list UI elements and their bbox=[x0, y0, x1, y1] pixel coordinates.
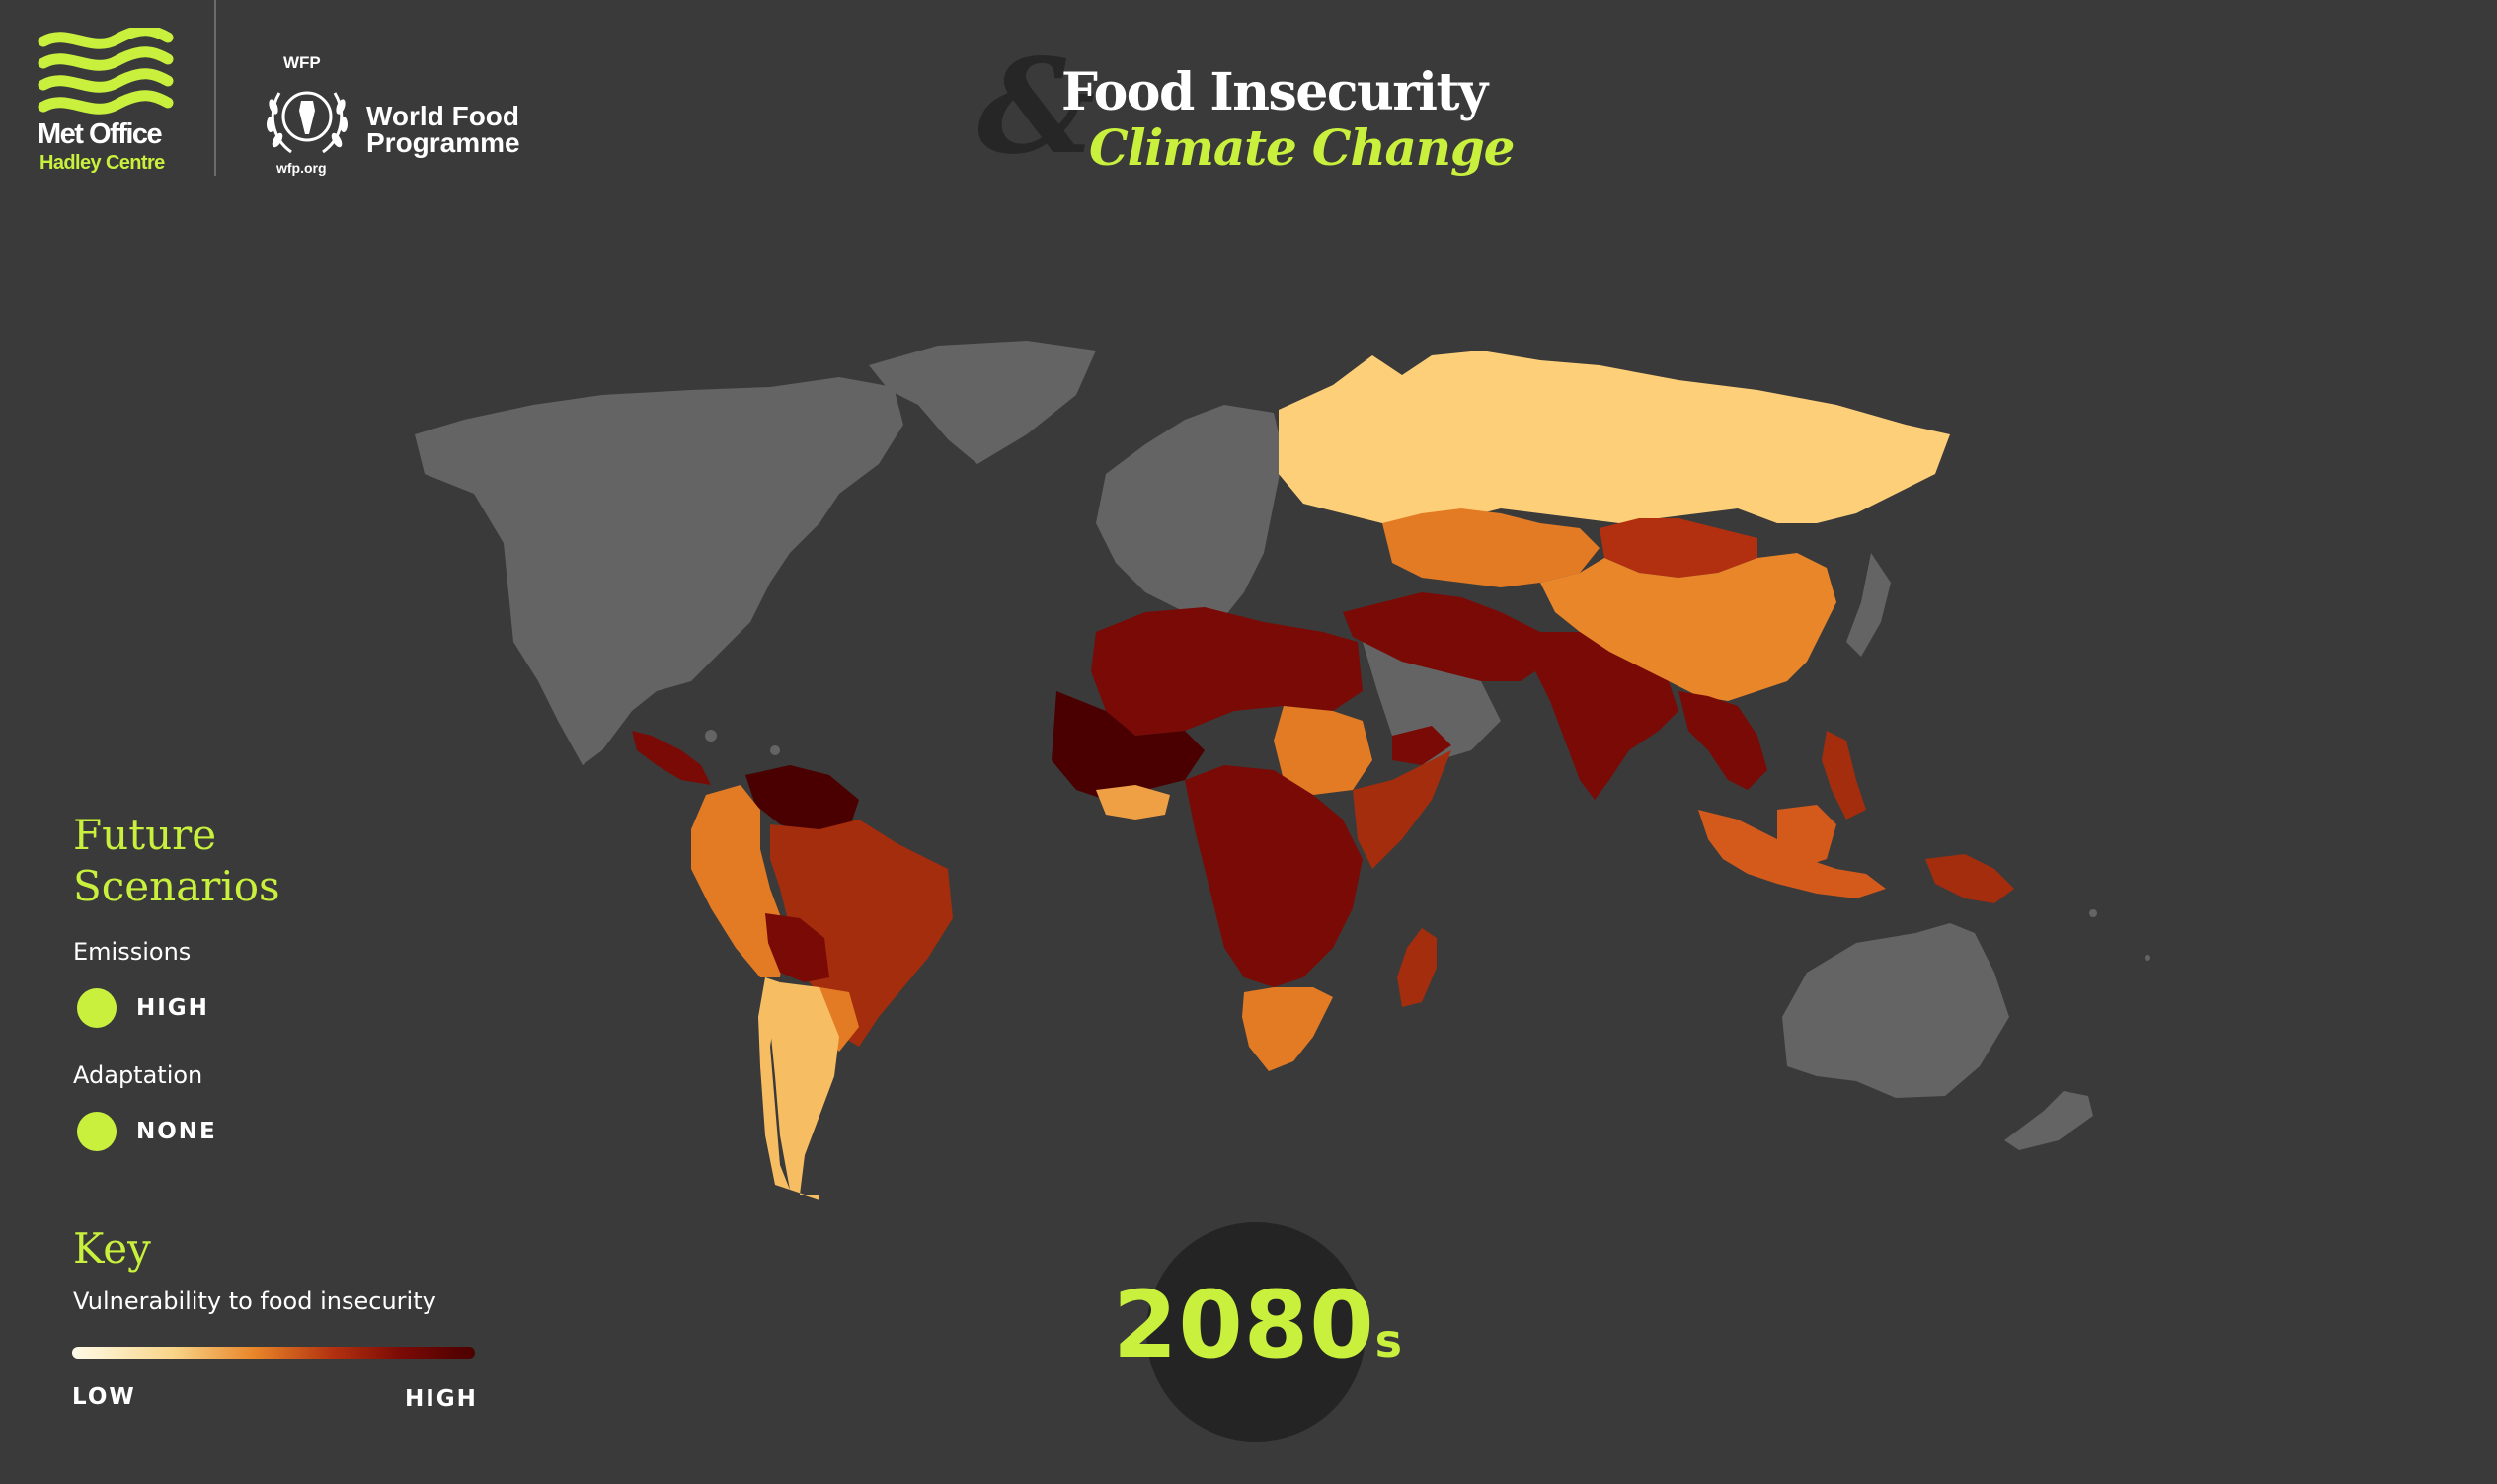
map-region-philippines[interactable] bbox=[1822, 731, 1866, 820]
adaptation-value: NONE bbox=[136, 1119, 217, 1144]
map-region-north-america[interactable] bbox=[415, 377, 903, 765]
map-region-kazakhstan[interactable] bbox=[1382, 508, 1600, 587]
map-region-east-africa[interactable] bbox=[1353, 750, 1451, 869]
scenarios-heading: Future Scenarios bbox=[73, 811, 280, 910]
met-office-logo: Met Office Hadley Centre bbox=[36, 28, 184, 181]
emissions-radio-icon[interactable] bbox=[77, 988, 117, 1028]
map-region-southeast-asia[interactable] bbox=[1678, 691, 1767, 790]
key-gradient-bar bbox=[72, 1347, 475, 1359]
map-region-japan[interactable] bbox=[1846, 553, 1891, 657]
map-region-china[interactable] bbox=[1540, 553, 1836, 701]
map-region-papua-new-guinea[interactable] bbox=[1925, 854, 2014, 903]
map-region-pacific-island[interactable] bbox=[2089, 909, 2097, 917]
map-region-south-asia[interactable] bbox=[1535, 632, 1678, 800]
map-region-caribbean-east[interactable] bbox=[770, 745, 780, 755]
map-region-borneo[interactable] bbox=[1777, 805, 1836, 869]
title-line-1: Food Insecurity bbox=[1061, 62, 1488, 122]
met-office-name: Met Office bbox=[38, 118, 163, 150]
map-region-pacific-island-2[interactable] bbox=[2145, 955, 2150, 961]
map-region-argentina[interactable] bbox=[770, 982, 839, 1200]
wfp-name: World Food Programme bbox=[366, 101, 520, 158]
page-title: & Food Insecurity Climate Change bbox=[977, 42, 1530, 183]
map-region-central-america[interactable] bbox=[632, 731, 711, 785]
map-region-central-africa[interactable] bbox=[1185, 765, 1363, 987]
map-region-sahel[interactable] bbox=[1052, 691, 1205, 800]
title-ampersand: & bbox=[977, 31, 1096, 184]
map-region-north-africa[interactable] bbox=[1091, 607, 1363, 736]
key-heading: Key bbox=[73, 1224, 151, 1273]
decade-number: 2080 bbox=[1113, 1272, 1375, 1379]
wfp-url: wfp.org bbox=[276, 160, 327, 176]
map-region-russia[interactable] bbox=[1279, 351, 1950, 528]
emissions-label: Emissions bbox=[73, 938, 192, 966]
met-office-subtitle: Hadley Centre bbox=[39, 152, 165, 174]
timeline-disc[interactable] bbox=[1146, 1222, 1366, 1442]
key-subtitle: Vulnerability to food insecurity bbox=[73, 1288, 436, 1315]
map-region-middle-east[interactable] bbox=[1343, 592, 1550, 681]
logo-divider bbox=[214, 0, 216, 176]
map-region-mongolia[interactable] bbox=[1600, 518, 1757, 578]
map-region-chile[interactable] bbox=[758, 977, 790, 1190]
met-office-waves-icon bbox=[38, 28, 174, 115]
map-region-australia[interactable] bbox=[1782, 923, 2009, 1098]
wfp-logo: WFP wfp.org World Food Programme bbox=[255, 53, 551, 182]
map-region-west-africa-coast[interactable] bbox=[1096, 785, 1170, 820]
adaptation-label: Adaptation bbox=[73, 1061, 203, 1089]
emissions-value: HIGH bbox=[136, 995, 209, 1021]
map-region-caribbean[interactable] bbox=[705, 730, 717, 742]
map-region-bolivia[interactable] bbox=[765, 913, 829, 982]
map-region-southern-africa[interactable] bbox=[1242, 987, 1333, 1071]
adaptation-radio-icon[interactable] bbox=[77, 1112, 117, 1151]
wfp-abbr: WFP bbox=[283, 53, 321, 72]
timeline-decade[interactable]: 2080s bbox=[1113, 1272, 1403, 1379]
key-high-label: HIGH bbox=[405, 1386, 478, 1412]
wfp-emblem-icon bbox=[267, 91, 348, 154]
map-region-europe[interactable] bbox=[1096, 405, 1284, 617]
decade-suffix: s bbox=[1374, 1314, 1404, 1367]
map-region-venezuela-guianas[interactable] bbox=[745, 765, 859, 834]
map-region-sudan[interactable] bbox=[1274, 706, 1372, 795]
map-region-greenland[interactable] bbox=[869, 341, 1096, 464]
map-region-yemen[interactable] bbox=[1392, 726, 1451, 765]
map-region-madagascar[interactable] bbox=[1397, 928, 1437, 1007]
map-region-colombia-ecuador-peru[interactable] bbox=[691, 785, 785, 977]
key-low-label: LOW bbox=[72, 1384, 136, 1410]
map-region-new-zealand[interactable] bbox=[2004, 1091, 2093, 1150]
title-line-2: Climate Change bbox=[1089, 118, 1515, 177]
